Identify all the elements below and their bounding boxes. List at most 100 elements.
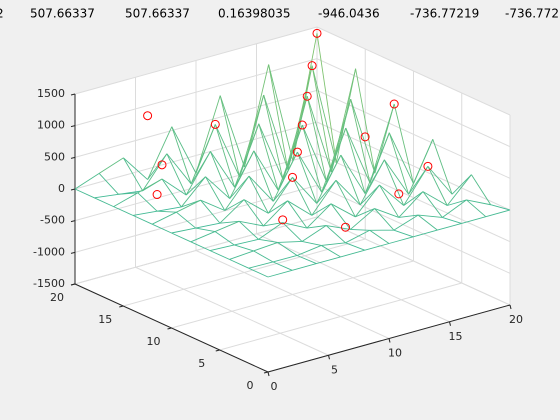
mesh-edge — [345, 127, 366, 194]
mesh-edge — [152, 223, 172, 234]
mesh-edge — [485, 209, 511, 218]
x-tick — [328, 355, 330, 360]
mesh-edge — [403, 191, 424, 206]
mesh-edge — [384, 159, 409, 195]
mesh-edge — [248, 175, 274, 202]
mesh-edge — [418, 214, 443, 218]
mesh-edge — [253, 242, 278, 252]
grid-line — [316, 58, 511, 148]
mesh-edge — [190, 124, 216, 184]
mesh-edge — [330, 203, 351, 230]
mesh-edge — [350, 228, 370, 231]
mesh-edge — [171, 227, 196, 234]
mesh-edge — [219, 95, 245, 168]
point-marker — [297, 120, 307, 130]
mesh-edge — [248, 175, 269, 214]
mesh-edge — [340, 249, 365, 258]
mesh-edge — [142, 153, 168, 192]
mesh-edge — [287, 200, 313, 216]
mesh-edge — [297, 151, 322, 193]
mesh-edge — [311, 65, 332, 172]
mesh-edge — [369, 103, 395, 184]
mesh-edge — [422, 191, 448, 206]
mesh-edge — [282, 222, 308, 229]
mesh-edge — [355, 68, 376, 174]
mesh-edge — [335, 180, 361, 206]
mesh-edge — [316, 180, 337, 204]
mesh-edge — [113, 192, 139, 207]
mesh-edge — [466, 199, 487, 218]
mesh-edge — [277, 241, 303, 243]
mesh-edge — [195, 222, 220, 229]
mesh-edge — [263, 94, 284, 180]
mesh-edge — [321, 127, 347, 193]
mesh-edge — [258, 123, 284, 180]
mesh-edge — [268, 64, 294, 161]
mesh-edge — [301, 124, 327, 182]
mesh-edge — [354, 184, 380, 218]
mesh-edge — [209, 151, 231, 199]
mesh-edge — [446, 174, 472, 206]
mesh-edge — [123, 157, 144, 192]
mesh-edge — [403, 166, 429, 206]
point-marker — [302, 91, 312, 101]
y-tick-label: 5 — [198, 357, 205, 370]
x-tick-label: 15 — [449, 330, 463, 343]
mesh-edge — [98, 173, 119, 195]
mesh-edge — [268, 200, 288, 214]
mesh-edge — [388, 132, 410, 195]
mesh-edge — [301, 124, 323, 193]
mesh-edge — [166, 153, 187, 196]
mesh-edge — [171, 126, 192, 184]
mesh-edge — [161, 178, 187, 196]
x-tick-label: 10 — [388, 347, 402, 360]
mesh-edge — [137, 192, 158, 212]
mesh-edge — [398, 214, 419, 218]
z-tick — [70, 188, 76, 191]
mesh-edge — [364, 132, 390, 194]
grid-line — [74, 26, 318, 95]
mesh-edge — [432, 139, 453, 195]
z-tick-label: -1500 — [33, 277, 65, 290]
mesh-edge — [171, 126, 197, 174]
mesh-edge — [205, 176, 231, 199]
point-marker — [389, 99, 399, 109]
mesh-edge — [248, 261, 274, 269]
y-tick-label: 0 — [247, 379, 254, 392]
point-marker — [210, 119, 220, 129]
header-cell: 507.66337 — [125, 7, 190, 21]
mesh-edge — [132, 214, 153, 225]
mesh-edge — [364, 243, 390, 251]
mesh-edge — [263, 200, 288, 227]
mesh-edge — [408, 139, 434, 195]
grid-line — [74, 121, 318, 190]
x-tick-label: 0 — [271, 380, 278, 393]
grid-line — [316, 26, 511, 116]
z-tick — [70, 125, 76, 128]
mesh-edge — [306, 203, 332, 229]
mesh-edge — [355, 208, 375, 218]
y-tick-label: 10 — [147, 335, 161, 348]
mesh-edge — [301, 241, 322, 246]
mesh-edge — [427, 166, 453, 195]
mesh-edge — [311, 203, 332, 216]
mesh-edge — [393, 103, 414, 184]
y-tick — [263, 371, 269, 374]
point-marker — [152, 190, 162, 200]
mesh-edge — [442, 199, 467, 218]
mesh-edge — [219, 199, 245, 224]
mesh-edge — [224, 199, 245, 211]
mesh-edge — [321, 242, 346, 246]
mesh-edge — [214, 231, 235, 246]
mesh-edge — [74, 173, 100, 190]
mesh-edge — [185, 176, 206, 196]
header-cell: 507.66337 — [30, 7, 95, 21]
mesh-edge — [185, 151, 211, 196]
mesh-edge — [263, 222, 283, 227]
mesh-edge — [398, 191, 424, 218]
mesh-edge — [195, 227, 216, 232]
mesh-edge — [272, 261, 293, 271]
mesh-edge — [335, 180, 356, 218]
